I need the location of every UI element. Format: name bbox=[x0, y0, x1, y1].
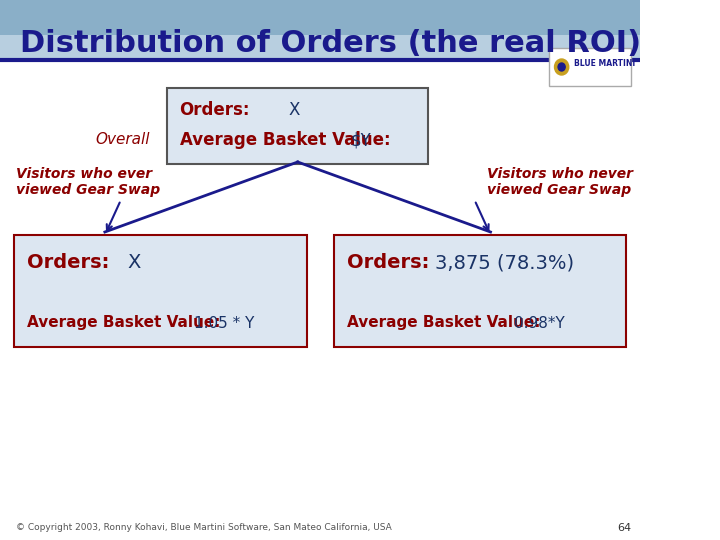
Text: $Y: $Y bbox=[351, 131, 372, 149]
Bar bbox=[549, 48, 631, 86]
Bar bbox=[0, 0, 640, 60]
Text: Distribution of Orders (the real ROI): Distribution of Orders (the real ROI) bbox=[19, 29, 641, 57]
Circle shape bbox=[554, 59, 569, 75]
Text: 64: 64 bbox=[617, 523, 631, 533]
Text: Orders:: Orders: bbox=[179, 101, 250, 119]
Bar bbox=[0, 0, 640, 35]
Text: Orders:: Orders: bbox=[346, 253, 429, 273]
Text: © Copyright 2003, Ronny Kohavi, Blue Martini Software, San Mateo California, USA: © Copyright 2003, Ronny Kohavi, Blue Mar… bbox=[16, 523, 392, 532]
Text: Average Basket Value:: Average Basket Value: bbox=[27, 315, 220, 330]
Text: Visitors who never
viewed Gear Swap: Visitors who never viewed Gear Swap bbox=[487, 167, 633, 197]
Text: Orders:: Orders: bbox=[27, 253, 109, 273]
Text: 0.98*Y: 0.98*Y bbox=[513, 315, 564, 330]
FancyBboxPatch shape bbox=[334, 235, 626, 347]
Text: Average Basket Value:: Average Basket Value: bbox=[179, 131, 390, 149]
Text: 1.05 * Y: 1.05 * Y bbox=[194, 315, 254, 330]
FancyBboxPatch shape bbox=[167, 88, 428, 164]
Text: Average Basket Value:: Average Basket Value: bbox=[346, 315, 540, 330]
Text: X: X bbox=[289, 101, 300, 119]
Text: 3,875 (78.3%): 3,875 (78.3%) bbox=[436, 253, 575, 273]
Circle shape bbox=[558, 63, 565, 71]
Text: Visitors who ever
viewed Gear Swap: Visitors who ever viewed Gear Swap bbox=[16, 167, 160, 197]
FancyBboxPatch shape bbox=[14, 235, 307, 347]
Text: X: X bbox=[127, 253, 140, 273]
Text: BLUE MARTINI: BLUE MARTINI bbox=[574, 59, 635, 69]
Text: Overall: Overall bbox=[95, 132, 150, 147]
